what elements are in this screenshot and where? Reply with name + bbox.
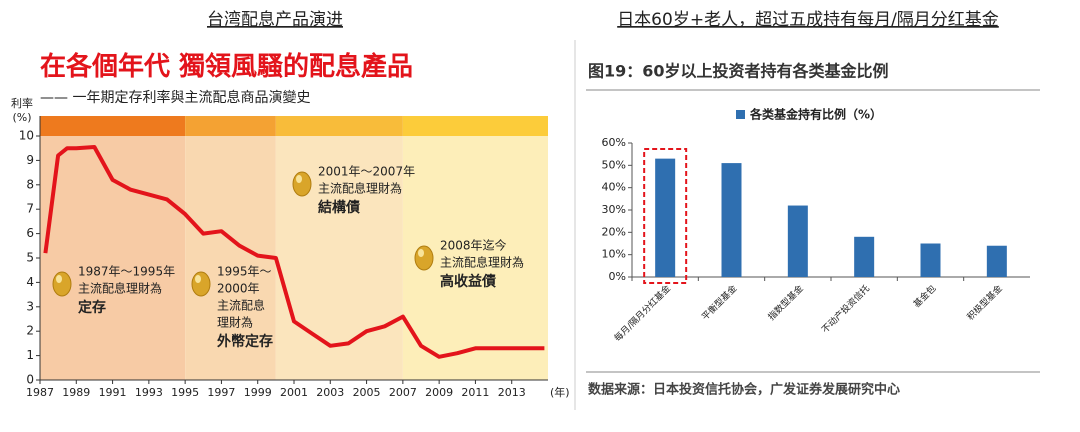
- egg-shine: [296, 175, 302, 183]
- egg-icon: [292, 171, 312, 197]
- x-tick-label: 2005: [353, 386, 381, 399]
- egg-icon: [191, 271, 211, 297]
- era-note: 2001年～2007年: [318, 165, 415, 179]
- era-note: 2008年迄今: [440, 238, 507, 253]
- egg-shine: [418, 249, 424, 257]
- x-tick-label: 2007: [389, 386, 417, 399]
- y-tick-label: 1: [26, 348, 34, 362]
- x-tick-label: 指数型基金: [765, 282, 805, 322]
- x-tick-label: 1991: [99, 386, 127, 399]
- y-tick-label: 30%: [602, 203, 626, 216]
- era-note: 1995年～: [217, 265, 272, 279]
- chart-subtitle: —— 一年期定存利率與主流配息商品演變史: [40, 89, 310, 106]
- era-note: 主流配息理財為: [440, 255, 524, 270]
- bar: [854, 236, 875, 277]
- era-top-band: [275, 116, 403, 136]
- egg-shine: [195, 275, 201, 283]
- era-note: 主流配息理財為: [78, 281, 162, 296]
- x-tick-label: 平衡型基金: [699, 282, 739, 322]
- legend-swatch: [736, 110, 745, 119]
- era-top-band: [40, 116, 186, 136]
- era-note: 外幣定存: [217, 333, 273, 350]
- egg-icon: [414, 245, 434, 271]
- y-tick-label: 2: [26, 324, 34, 338]
- egg-shine: [56, 275, 62, 283]
- x-tick-label: 1995: [171, 386, 199, 399]
- x-tick-label: 2011: [461, 386, 489, 399]
- legend-label: 各类基金持有比例（%）: [749, 107, 882, 122]
- x-tick-label: 每月/隔月分红基金: [612, 282, 674, 344]
- x-tick-label: 1999: [244, 386, 272, 399]
- y-tick-label: 60%: [602, 136, 626, 149]
- y-axis-label: 利率: [11, 96, 33, 110]
- bar: [920, 243, 941, 277]
- era-note: 主流配息理財為: [318, 181, 402, 196]
- x-tick-label: 1989: [62, 386, 90, 399]
- x-tick-label: 1997: [207, 386, 235, 399]
- y-tick-label: 10%: [602, 248, 626, 261]
- x-tick-label: 1993: [135, 386, 163, 399]
- era-note: 1987年～1995年: [78, 265, 175, 279]
- egg-icon: [52, 271, 72, 297]
- y-tick-label: 0: [26, 373, 34, 387]
- chart-title: 图19：60岁以上投资者持有各类基金比例: [588, 62, 889, 81]
- era-note: 定存: [78, 299, 106, 316]
- x-tick-label: 2003: [316, 386, 344, 399]
- era-top-band: [185, 116, 276, 136]
- era-note: 主流配息: [217, 298, 265, 313]
- x-tick-label: 2001: [280, 386, 308, 399]
- era-band: [40, 136, 186, 380]
- x-tick-label: 1987: [26, 386, 54, 399]
- y-tick-label: 3: [26, 299, 34, 313]
- y-tick-label: 20%: [602, 225, 626, 238]
- y-tick-label: 10: [19, 129, 34, 143]
- y-tick-label: 6: [26, 226, 34, 240]
- x-tick-label: 积极型基金: [964, 282, 1004, 322]
- bar: [721, 163, 742, 277]
- era-note: 結構債: [318, 199, 360, 216]
- era-note: 2000年: [217, 282, 260, 296]
- y-tick-label: 9: [26, 153, 34, 167]
- era-top-band: [402, 116, 548, 136]
- y-axis-label: (%): [12, 111, 31, 124]
- x-tick-label: 2013: [498, 386, 526, 399]
- y-tick-label: 8: [26, 177, 34, 191]
- source-note: 数据来源：日本投资信托协会，广发证券发展研究中心: [588, 382, 900, 398]
- chart-title: 在各個年代 獨領風騷的配息產品: [40, 51, 413, 82]
- x-axis-label: (年): [550, 385, 570, 399]
- y-tick-label: 5: [26, 251, 34, 265]
- era-note: 理財為: [217, 315, 253, 330]
- bar: [655, 158, 676, 277]
- heading: 台湾配息产品演进: [207, 10, 343, 30]
- bar: [986, 245, 1007, 277]
- highlight-box: [643, 148, 688, 284]
- y-tick-label: 50%: [602, 158, 626, 171]
- y-tick-label: 4: [26, 275, 34, 289]
- x-tick-label: 不动产投资信托: [819, 282, 872, 335]
- y-tick-label: 0%: [609, 270, 626, 283]
- rate-line: [43, 145, 545, 359]
- heading: 日本60岁+老人，超过五成持有每月/隔月分红基金: [617, 10, 999, 30]
- y-tick-label: 7: [26, 202, 34, 216]
- x-tick-label: 2009: [425, 386, 453, 399]
- y-tick-label: 40%: [602, 181, 626, 194]
- era-note: 高收益債: [440, 273, 496, 290]
- x-tick-label: 基金包: [911, 282, 939, 310]
- bar: [787, 205, 808, 277]
